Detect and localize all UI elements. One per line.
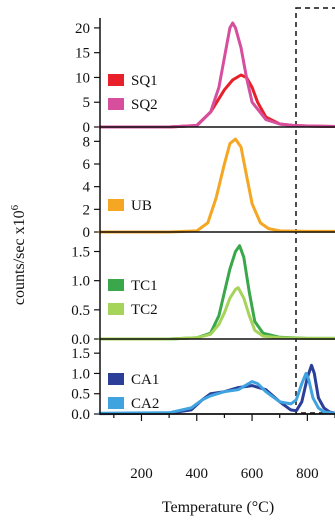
highlight-region xyxy=(295,7,335,414)
y-tick-label: 2 xyxy=(83,202,91,218)
x-tick-label: 800 xyxy=(296,466,319,482)
legend-label: CA2 xyxy=(131,396,159,412)
y-tick-label: 8 xyxy=(83,134,91,150)
legend-swatch xyxy=(108,199,124,211)
y-tick-label: 1.5 xyxy=(71,245,90,261)
legend-label: CA1 xyxy=(131,372,159,388)
legend-label: SQ2 xyxy=(131,97,158,113)
x-tick-label: 400 xyxy=(186,466,209,482)
y-tick-label: 4 xyxy=(83,180,91,196)
y-tick-label: 1.5 xyxy=(71,346,90,362)
x-tick-label: 200 xyxy=(130,466,153,482)
y-tick-label: 0.0 xyxy=(71,332,90,348)
series-line-tc2 xyxy=(98,286,335,341)
y-tick-label: 5 xyxy=(83,95,91,111)
series-line-sq2 xyxy=(98,21,335,129)
y-tick-label: 1.0 xyxy=(71,366,90,382)
y-axis-title: counts/sec x106 xyxy=(9,204,28,305)
y-tick-label: 20 xyxy=(75,21,90,37)
legend-swatch xyxy=(108,74,124,86)
legend-swatch xyxy=(108,373,124,385)
y-tick-label: 0 xyxy=(83,225,91,241)
legend-swatch xyxy=(108,397,124,409)
y-tick-label: 0.5 xyxy=(71,387,90,403)
series-line-ca2 xyxy=(98,371,335,415)
y-tick-label: 1.0 xyxy=(71,274,90,290)
y-tick-label: 15 xyxy=(75,46,90,62)
series-line-ub xyxy=(98,137,335,234)
x-tick-label: 600 xyxy=(241,466,264,482)
legend-swatch xyxy=(108,98,124,110)
y-axis-exponent: 6 xyxy=(9,204,21,210)
legend-label: TC2 xyxy=(131,302,158,318)
legend-swatch xyxy=(108,303,124,315)
legend-label: TC1 xyxy=(131,278,158,294)
legend-label: UB xyxy=(131,198,152,214)
legend-label: SQ1 xyxy=(131,73,158,89)
plot-area: 0 5 10 15 20 SQ1 SQ2 0 2 4 6 8 UB 0.0 0.5 1.0 1.5 TC1 TC2 0… xyxy=(71,18,335,482)
y-tick-label: 0.5 xyxy=(71,303,90,319)
y-tick-label: 6 xyxy=(83,157,91,173)
x-axis-title: Temperature (°C) xyxy=(162,499,274,516)
y-tick-label: 0 xyxy=(83,120,91,136)
legend-swatch xyxy=(108,279,124,291)
y-tick-label: 0.0 xyxy=(71,407,90,423)
y-tick-label: 10 xyxy=(75,70,90,86)
